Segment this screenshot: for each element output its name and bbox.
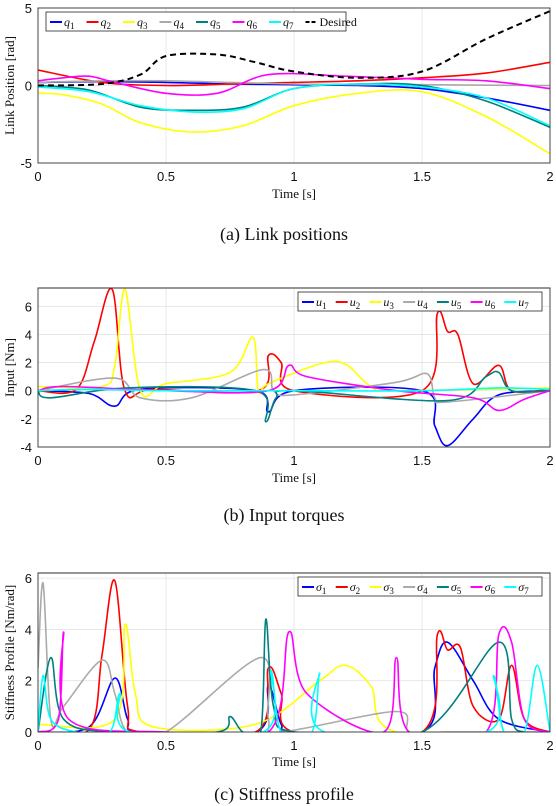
series-group [38,579,550,732]
plot-frame [37,572,551,733]
y-tick-label: -5 [20,156,32,171]
series-line-q7 [38,83,550,127]
legend-entry: u1 [316,295,327,311]
series-line-σ7 [38,664,550,732]
legend-entry: σ3 [383,580,394,596]
series-line-u7 [38,387,550,392]
legend-entry: u2 [350,295,361,311]
legend-entry: σ2 [350,580,360,596]
figure-caption: (b) Input torques [224,505,345,526]
x-tick-label: 1 [290,738,297,753]
x-tick-label: 1.5 [413,453,431,468]
legend: σ1 σ2 σ3 σ4 σ5 σ6 σ7 [297,576,543,597]
x-axis-label: Time [s] [272,470,316,485]
x-tick-label: 1.5 [413,169,431,184]
x-tick-label: 1 [290,453,297,468]
y-tick-label: 6 [25,571,32,586]
series-line-u2 [38,288,550,399]
legend-box [297,291,543,312]
x-tick-label: 0 [34,453,41,468]
y-tick-label: 5 [25,1,32,16]
y-tick-label: 0 [25,384,32,399]
x-tick-label: 0.5 [157,738,175,753]
series-line-σ5 [38,618,550,732]
y-tick-label: 2 [25,356,32,371]
plot-frame [37,287,551,448]
legend-entry: u4 [417,295,428,311]
figure-caption: (a) Link positions [220,224,348,245]
x-tick-label: 1.5 [413,738,431,753]
chart-c: 0 0.5 1 1.5 2 6 4 2 0 Stiffness Profile [Nm/rad] T… [2,571,554,805]
x-tick-label: 0 [34,738,41,753]
legend-entry: q4 [174,15,185,31]
legend: q1 q2 q3 q4 q5 q6 q7 Desired [45,11,357,32]
series-group [38,10,550,155]
legend-entry: σ5 [451,580,462,596]
legend-entry: q1 [64,15,75,31]
y-tick-label: 4 [25,622,32,637]
series-line-σ6 [38,625,550,732]
figure-caption: (c) Stiffness profile [214,784,354,805]
y-axis-label: Stiffness Profile [Nm/rad] [2,585,17,721]
legend-entry: q6 [247,15,258,31]
legend-entry: σ4 [417,580,428,596]
y-axis-label: Link Position [rad] [2,36,17,135]
y-tick-label: 4 [25,327,32,342]
series-line-u6 [38,364,550,412]
x-tick-label: 0 [34,169,41,184]
legend-entry: Desired [320,15,357,29]
y-tick-label: 0 [25,79,32,94]
x-tick-label: 0.5 [157,453,175,468]
legend-entry: u3 [383,295,394,311]
legend-entry: u6 [485,295,496,311]
x-tick-label: 2 [546,453,553,468]
y-tick-label: -4 [20,440,32,455]
legend: u1 u2 u3 u4 u5 u6 u7 [297,291,543,312]
y-tick-label: -2 [20,412,32,427]
series-line-σ2 [38,579,550,732]
x-tick-label: 2 [546,738,553,753]
y-axis-label: Input [Nm] [2,338,17,397]
legend-entry: q5 [210,15,221,31]
legend-entry: σ1 [316,580,326,596]
y-tick-label: 2 [25,674,32,689]
legend-entry: q3 [137,15,148,31]
x-axis-label: Time [s] [272,754,316,769]
series-line-q6 [38,72,550,96]
series-line-u5 [38,370,550,423]
y-tick-label: 0 [25,725,32,740]
series-line-σ3 [38,623,550,732]
legend-entry: u7 [518,295,529,311]
series-line-q3 [38,89,550,155]
x-tick-label: 2 [546,169,553,184]
series-group [38,288,550,447]
legend-entry: q7 [283,15,294,31]
x-tick-label: 1 [290,169,297,184]
x-tick-label: 0.5 [157,169,175,184]
x-axis-label: Time [s] [272,186,316,201]
series-line-Desired [38,10,550,87]
y-tick-label: 6 [25,299,32,314]
chart-b: 0 0.5 1 1.5 2 6 4 2 0 -2 -4 Input [Nm] Time [s] (b) I… [2,287,554,526]
legend-entry: q2 [101,15,112,31]
plot-frame [37,7,551,164]
legend-entry: σ6 [485,580,496,596]
legend-entry: u5 [451,295,462,311]
legend-entry: σ7 [518,580,529,596]
legend-box [297,576,543,597]
